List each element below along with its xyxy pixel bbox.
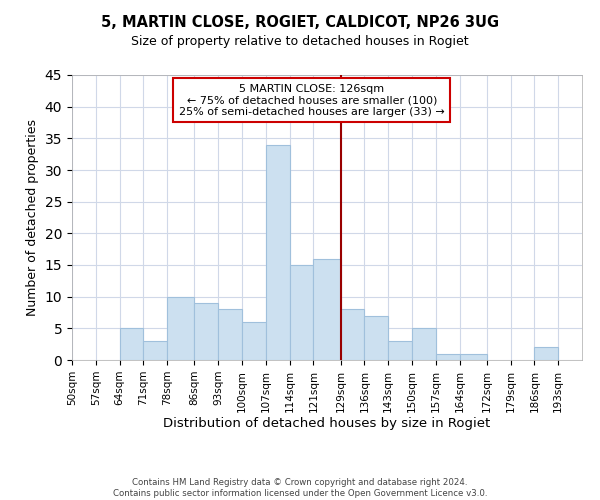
Bar (364, 316, 388, 360)
Bar (436, 354, 460, 360)
Bar (167, 296, 194, 360)
Y-axis label: Number of detached properties: Number of detached properties (26, 119, 39, 316)
Bar (535, 348, 558, 360)
Text: 5 MARTIN CLOSE: 126sqm
← 75% of detached houses are smaller (100)
25% of semi-de: 5 MARTIN CLOSE: 126sqm ← 75% of detached… (179, 84, 445, 116)
Bar (218, 310, 242, 360)
Bar (290, 265, 313, 360)
Bar (242, 322, 266, 360)
Text: 5, MARTIN CLOSE, ROGIET, CALDICOT, NP26 3UG: 5, MARTIN CLOSE, ROGIET, CALDICOT, NP26 … (101, 15, 499, 30)
Bar (412, 328, 436, 360)
Text: Contains HM Land Registry data © Crown copyright and database right 2024.
Contai: Contains HM Land Registry data © Crown c… (113, 478, 487, 498)
Text: Size of property relative to detached houses in Rogiet: Size of property relative to detached ho… (131, 35, 469, 48)
Bar (388, 341, 412, 360)
Bar (341, 310, 364, 360)
Bar (143, 341, 167, 360)
Bar (194, 303, 218, 360)
Bar (460, 354, 487, 360)
Bar (266, 144, 290, 360)
Bar (313, 258, 341, 360)
X-axis label: Distribution of detached houses by size in Rogiet: Distribution of detached houses by size … (163, 418, 491, 430)
Bar (119, 328, 143, 360)
